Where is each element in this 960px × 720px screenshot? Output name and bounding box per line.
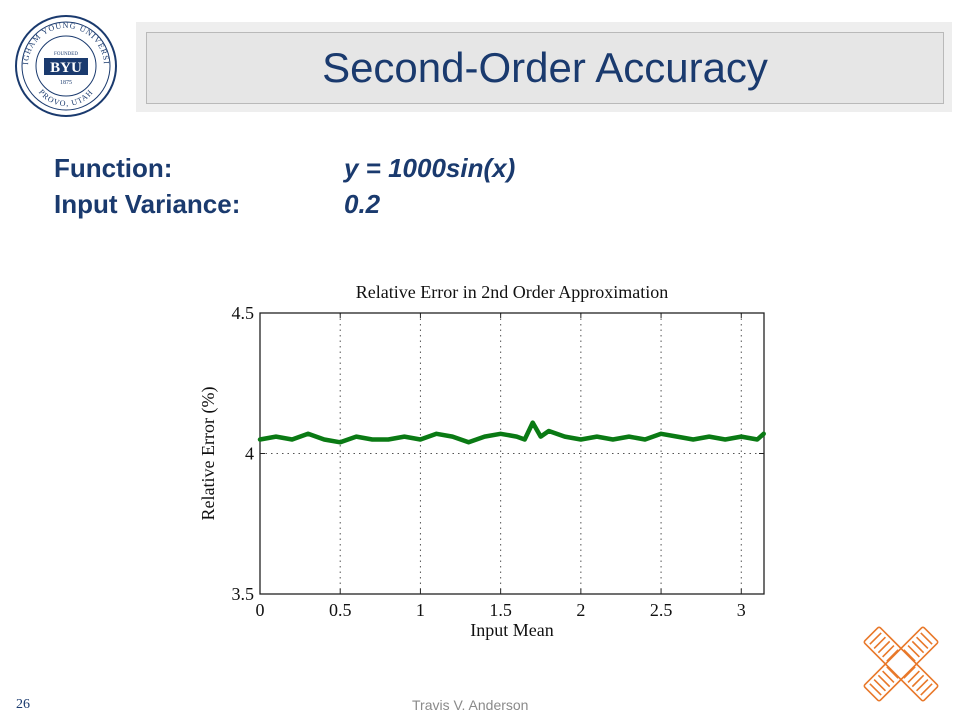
variance-value: 0.2 <box>344 189 381 219</box>
function-label: Function: <box>54 153 173 183</box>
decorative-x-logo <box>863 626 939 702</box>
slide-number: 26 <box>16 697 30 712</box>
x-tick-label: 1.5 <box>489 600 512 620</box>
variance-label: Input Variance: <box>54 189 241 219</box>
chart-title: Relative Error in 2nd Order Approximatio… <box>356 282 668 302</box>
x-tick-label: 2 <box>576 600 585 620</box>
byu-logo: BRIGHAM YOUNG UNIVERSITY PROVO, UTAH FOU… <box>14 14 117 117</box>
footer-author: Travis V. Anderson <box>412 697 529 713</box>
error-chart: 0 0.5 1 1.5 2 2.5 3 3.5 4 4.5 Relative Error in 2n… <box>198 282 766 640</box>
y-tick-label: 3.5 <box>232 584 255 604</box>
function-row: Function: y = 1000sin(x) <box>54 150 515 186</box>
y-tick-label: 4 <box>245 444 254 464</box>
info-block: Function: y = 1000sin(x) Input Variance:… <box>54 150 515 222</box>
svg-text:BYU: BYU <box>50 60 82 76</box>
function-value: y = 1000sin(x) <box>344 153 516 183</box>
svg-text:1875: 1875 <box>60 80 72 86</box>
x-axis-label: Input Mean <box>470 620 553 640</box>
slide-title: Second-Order Accuracy <box>322 44 768 91</box>
x-tick-label: 0.5 <box>329 600 352 620</box>
relative-error-line <box>257 420 766 445</box>
title-box: Second-Order Accuracy <box>146 32 944 104</box>
svg-text:FOUNDED: FOUNDED <box>54 52 78 57</box>
y-tick-label: 4.5 <box>232 303 255 323</box>
x-tick-label: 0 <box>256 600 265 620</box>
x-tick-label: 1 <box>416 600 425 620</box>
variance-row: Input Variance: 0.2 <box>54 186 515 222</box>
x-tick-label: 2.5 <box>650 600 673 620</box>
plot-frame <box>259 312 765 595</box>
y-axis-label: Relative Error (%) <box>198 387 219 521</box>
x-tick-label: 3 <box>737 600 746 620</box>
